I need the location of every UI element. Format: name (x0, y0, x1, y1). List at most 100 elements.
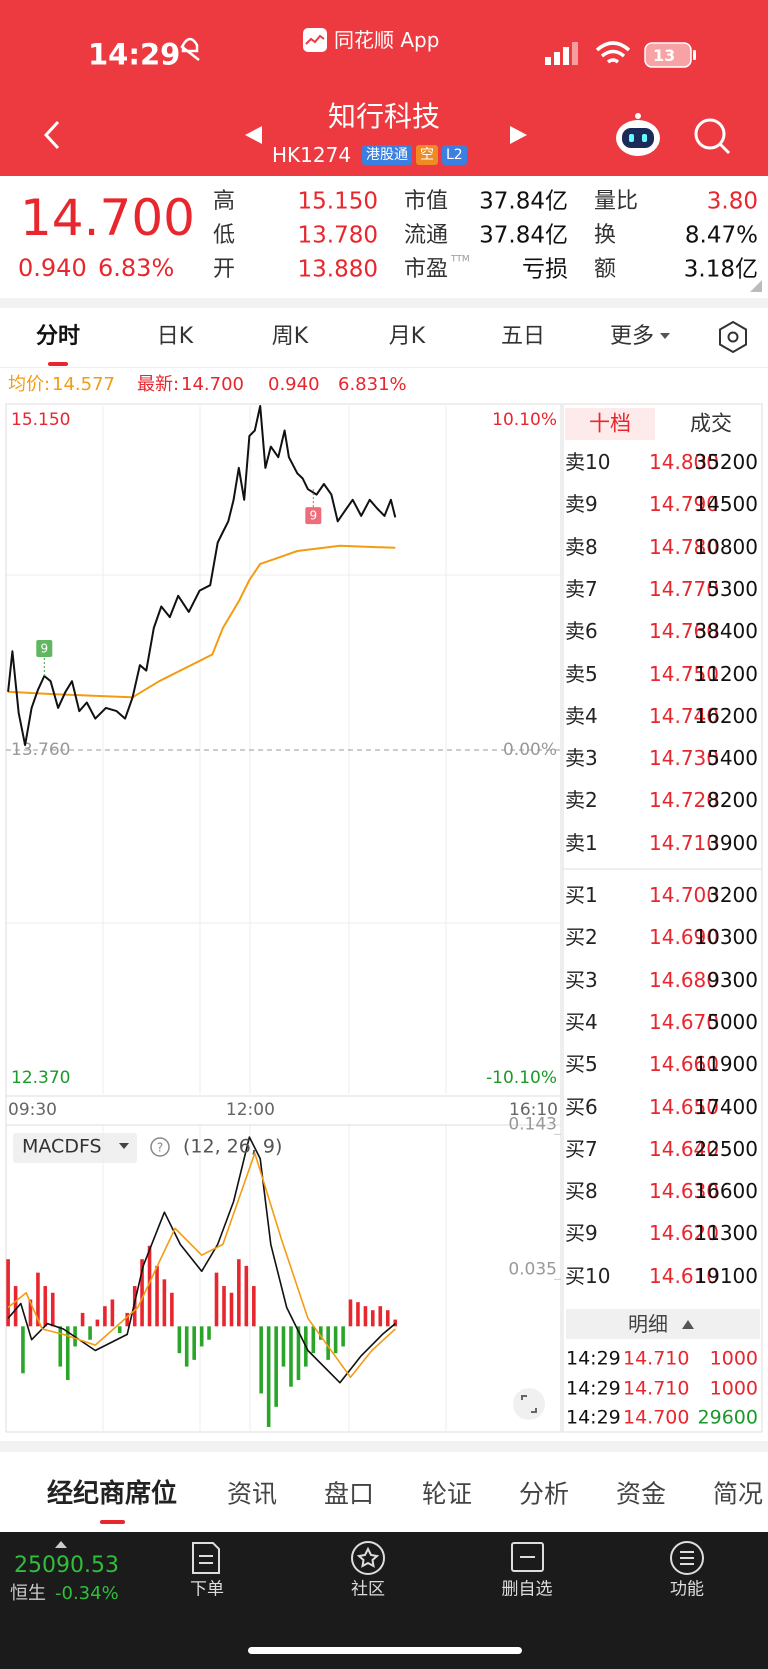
stock-tag: 港股通 (362, 145, 412, 165)
macd-selector-bg[interactable] (13, 1133, 137, 1163)
macd-bar (385, 1310, 390, 1327)
level-label: 买7 (565, 1136, 598, 1161)
macd-bar (370, 1310, 375, 1327)
level-price: 14.620 (649, 1221, 719, 1246)
trade-time: 14:29 (566, 1347, 621, 1370)
chart-tab[interactable]: 分时 (35, 324, 81, 349)
help-button[interactable] (150, 1137, 170, 1157)
macd-bar (6, 1259, 10, 1327)
level-volume: 10300 (694, 925, 758, 950)
footer-action[interactable]: 下单 (190, 1579, 224, 1600)
level-price: 14.690 (649, 925, 719, 950)
x-tick-label: 12:00 (226, 1100, 275, 1120)
field-label: 量比 (594, 189, 639, 214)
macd-bar (147, 1245, 152, 1327)
info-tab[interactable]: 资讯 (226, 1479, 278, 1509)
order-book-tab[interactable]: 十档 (589, 411, 631, 436)
level-volume: 8200 (707, 788, 758, 813)
search-button[interactable] (694, 118, 731, 155)
macd-bar (356, 1302, 360, 1327)
info-tab[interactable]: 经纪商席位 (46, 1479, 178, 1509)
stock-name: 知行科技 (327, 100, 441, 133)
prev-stock[interactable] (245, 126, 262, 144)
assistant-button[interactable] (616, 113, 660, 156)
footer-action[interactable]: 社区 (351, 1579, 385, 1600)
macd-bar (348, 1299, 353, 1327)
marker (305, 507, 322, 525)
index-value: 25090.53 (14, 1553, 119, 1578)
chart-tab[interactable]: 周K (271, 324, 309, 349)
stock-tag: 空 (416, 145, 438, 165)
info-tab[interactable]: 盘口 (323, 1479, 375, 1509)
indicator-name[interactable]: MACDFS (22, 1135, 102, 1158)
y-tick-label: 0.143 (508, 1114, 557, 1134)
footer-action[interactable]: 功能 (670, 1579, 704, 1600)
macd-bar (281, 1326, 286, 1367)
macd-bar (88, 1326, 92, 1340)
level-label: 卖3 (565, 746, 598, 771)
tab-separator (0, 367, 768, 368)
macd-bar (214, 1272, 219, 1327)
macd-bar (289, 1326, 293, 1387)
level-volume: 5400 (707, 746, 758, 771)
field-value: 13.880 (297, 256, 378, 283)
chart-tab[interactable]: 五日 (500, 324, 546, 349)
macd-bar (170, 1292, 174, 1327)
macd-bar (155, 1265, 159, 1327)
back-button[interactable] (43, 120, 60, 150)
latest-change: 0.940 (268, 374, 320, 395)
level-price: 14.740 (649, 703, 719, 728)
trade-price: 14.710 (623, 1347, 690, 1370)
trade-time: 14:29 (566, 1406, 621, 1429)
macd-bar (363, 1306, 368, 1327)
level-label: 卖8 (565, 534, 598, 559)
settings-button[interactable] (719, 320, 747, 354)
field-value: 3.18亿 (683, 256, 758, 283)
indicator-params: (12, 26, 9) (183, 1135, 283, 1158)
app-icon-glyph (305, 34, 325, 45)
field-value: 8.47% (684, 222, 758, 249)
level-volume: 5000 (707, 1009, 758, 1034)
macd-bar (117, 1326, 122, 1334)
level-volume: 10800 (694, 534, 758, 559)
macd-bar (36, 1272, 40, 1327)
chart-tab[interactable]: 日K (156, 324, 194, 349)
marker (36, 640, 53, 658)
info-tab[interactable]: 简况 (712, 1479, 764, 1509)
info-tab[interactable]: 资金 (615, 1479, 667, 1509)
battery-cap (693, 50, 696, 60)
macd-bar (207, 1326, 211, 1340)
chart-tab[interactable]: 更多 (609, 324, 655, 349)
detail-title[interactable]: 明细 (628, 1312, 668, 1336)
macd-bar (199, 1326, 204, 1347)
footer-action[interactable]: 删自选 (501, 1579, 553, 1600)
expand-corner[interactable] (750, 280, 762, 292)
level-price: 14.640 (649, 1136, 719, 1161)
macd-bar (192, 1326, 196, 1360)
macd-bar (244, 1265, 249, 1327)
info-tab[interactable]: 分析 (518, 1479, 570, 1509)
next-stock[interactable] (510, 126, 527, 144)
latest-label: 最新: (137, 374, 180, 395)
order-book-tab[interactable]: 成交 (690, 411, 732, 436)
info-tab[interactable]: 轮证 (421, 1479, 473, 1509)
macd-bar (50, 1292, 55, 1327)
trade-price: 14.710 (623, 1377, 690, 1399)
price-change: 0.940 (18, 254, 87, 282)
level-label: 买5 (565, 1052, 598, 1077)
level-price: 14.710 (649, 830, 719, 855)
macd-bar (378, 1306, 383, 1327)
macd-bar (140, 1259, 144, 1327)
status-app-name: 同花顺 App (334, 28, 440, 52)
footer-icons (192, 1541, 704, 1575)
last-price: 14.700 (20, 189, 195, 247)
macd-bar (274, 1326, 278, 1407)
level-label: 卖9 (565, 492, 598, 517)
macd-bar (13, 1286, 18, 1327)
bottom-gap (0, 1441, 768, 1452)
field-label-sup: TTM (451, 254, 470, 265)
chart-tab[interactable]: 月K (388, 324, 426, 349)
macd-bar (43, 1286, 48, 1327)
level-price: 14.760 (649, 619, 719, 644)
